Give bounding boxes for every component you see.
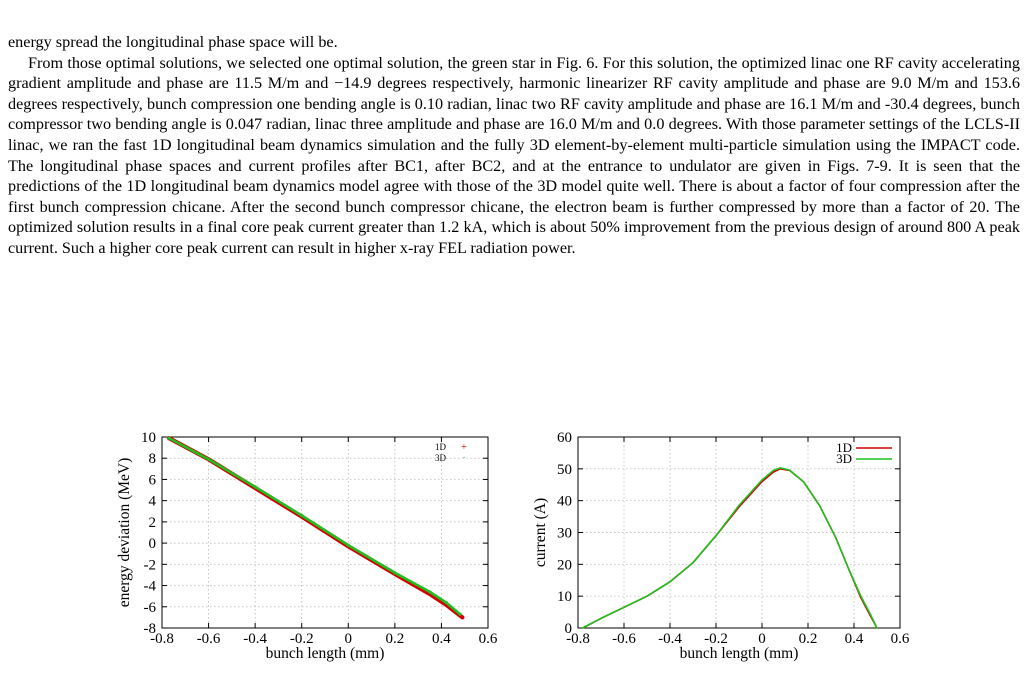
figure-panel: -0.8 -0.6 -0.4 -0.2 0 0.2 0.4 0.6 -8 -6 -4 -2 0 2 4 6 8 1…: [100, 425, 940, 675]
y-tick-label: 0: [565, 621, 573, 637]
y-tick-label: 2: [149, 515, 157, 531]
x-tick-label: 0.6: [891, 631, 910, 647]
x-tick-label: -0.6: [612, 631, 636, 647]
data-point: [167, 436, 171, 440]
data-point: [738, 504, 740, 507]
data-point: [460, 615, 464, 619]
data-point: [646, 595, 648, 597]
paragraph-continuation: energy spread the longitudinal phase spa…: [8, 33, 338, 51]
x-tick-label: 0.4: [845, 631, 864, 647]
x-tick-label: 0.4: [432, 631, 451, 647]
x-tick-label: 0.6: [479, 631, 498, 647]
legend-marker-1D: +: [461, 442, 467, 453]
data-point: [772, 469, 775, 472]
data-point: [802, 480, 805, 483]
data-point: [692, 562, 694, 564]
plot-frame: [577, 436, 901, 629]
x-tick-label: -0.8: [566, 631, 590, 647]
x-tick-label: 0.2: [799, 631, 818, 647]
y-tick-label: 0: [149, 536, 157, 552]
x-tick-label: -0.4: [243, 631, 267, 647]
legend-marker-3D: ·: [462, 453, 465, 464]
data-point: [346, 543, 350, 547]
series-1D-line: [581, 467, 878, 629]
y-tick-label: -2: [144, 557, 157, 573]
legend-label-1D: 1D: [435, 442, 447, 452]
x-tick-label: 0.2: [385, 631, 404, 647]
data-point: [835, 536, 837, 538]
data-point: [428, 590, 432, 594]
body-text: energy spread the longitudinal phase spa…: [8, 32, 1020, 259]
data-point: [818, 504, 821, 507]
y-tick-label: -4: [144, 579, 157, 595]
data-point: [860, 595, 862, 597]
x-tick-label: 0: [758, 631, 766, 647]
data-point: [253, 485, 257, 489]
x-axis-label: bunch length (mm): [266, 645, 385, 662]
y-tick-label: -8: [144, 621, 157, 637]
y-tick-label: 20: [557, 557, 572, 573]
legend-label-3D: 3D: [836, 451, 852, 466]
y-tick-label: 50: [557, 462, 572, 478]
data-point: [772, 471, 775, 473]
data-point: [848, 570, 851, 572]
y-axis-label: current (A): [532, 498, 549, 567]
figure-svg: -0.8 -0.6 -0.4 -0.2 0 0.2 0.4 0.6 -8 -6 -4 -2 0 2 4 6 8 1…: [116, 430, 910, 662]
plot-frame: [161, 436, 489, 629]
data-point: [779, 467, 782, 469]
y-tick-label: 4: [149, 494, 157, 510]
x-tick-label: -0.2: [704, 631, 728, 647]
data-point: [393, 571, 397, 575]
data-point: [761, 479, 763, 481]
series-1D-line: [166, 436, 465, 620]
y-tick-label: 6: [149, 472, 157, 488]
paragraph-main: From those optimal solutions, we selecte…: [8, 53, 1020, 257]
x-tick-label: -0.2: [290, 631, 314, 647]
data-point: [715, 535, 717, 537]
y-tick-label: -6: [144, 600, 157, 616]
x-tick-label: -0.8: [150, 631, 174, 647]
y-tick-label: 10: [557, 589, 572, 605]
data-point: [869, 613, 871, 615]
data-point: [623, 606, 625, 608]
y-tick-label: 40: [557, 494, 572, 510]
data-point: [669, 581, 671, 583]
x-tick-label: -0.4: [658, 631, 682, 647]
data-point: [582, 627, 584, 629]
series-3D-line: [581, 467, 878, 629]
chart-2: -0.8 -0.6 -0.4 -0.2 0 0.2 0.4 0.6 0 10 20 30 40 50 60 b…: [532, 430, 910, 662]
y-tick-label: 10: [141, 430, 156, 446]
data-point: [206, 457, 211, 461]
x-tick-label: -0.6: [197, 631, 221, 647]
data-point: [876, 627, 878, 629]
x-tick-label: 0: [345, 631, 353, 647]
data-point: [600, 617, 602, 620]
y-axis-label: energy deviation (MeV): [116, 458, 133, 608]
y-tick-label: 8: [149, 451, 157, 467]
data-point: [789, 469, 791, 471]
legend-label-3D: 3D: [435, 453, 447, 463]
chart-1: -0.8 -0.6 -0.4 -0.2 0 0.2 0.4 0.6 -8 -6 -4 -2 0 2 4 6 8 1…: [116, 430, 498, 662]
data-point: [444, 600, 448, 605]
legend-label-1D: 1D: [836, 440, 852, 455]
y-tick-label: 30: [557, 526, 572, 542]
data-point: [458, 612, 462, 616]
x-axis-label: bunch length (mm): [680, 645, 799, 662]
data-point: [300, 513, 304, 518]
y-tick-label: 60: [557, 430, 572, 446]
